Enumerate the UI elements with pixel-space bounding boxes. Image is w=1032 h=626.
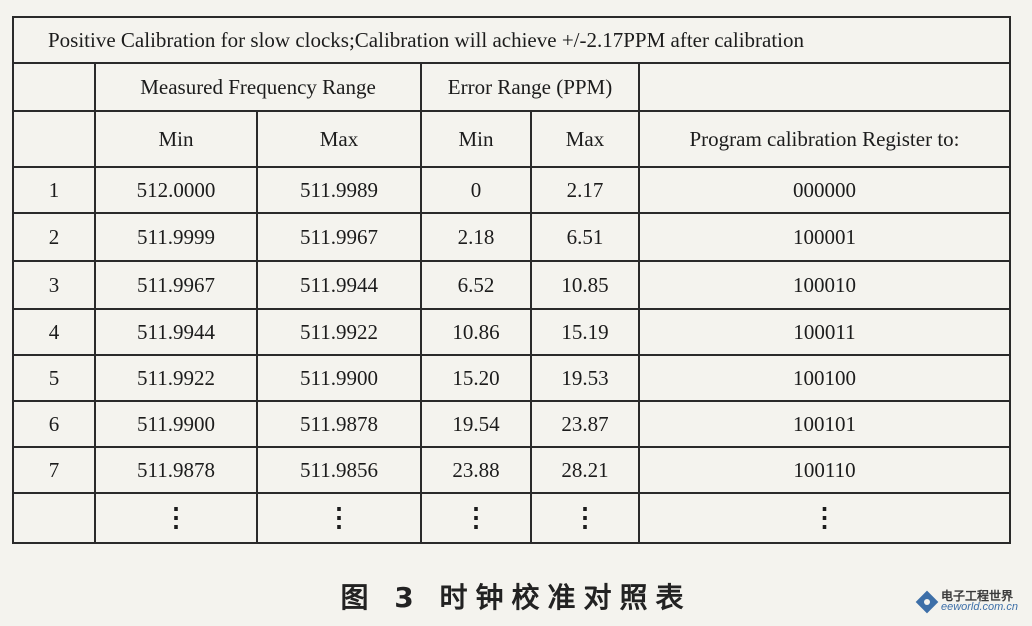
ellipsis-cell: ⋮ bbox=[530, 492, 640, 544]
row-index: 7 bbox=[12, 446, 96, 494]
table-row: 2 511.9999 511.9967 2.18 6.51 100001 bbox=[12, 212, 1011, 262]
meas-max-cell: 511.9878 bbox=[256, 400, 422, 448]
watermark-cn: 电子工程世界 bbox=[940, 589, 1013, 603]
group-header-row: Measured Frequency Range Error Range (PP… bbox=[12, 62, 1011, 112]
meas-min-header: Min bbox=[94, 110, 258, 168]
register-cell: 100001 bbox=[638, 212, 1011, 262]
table-row: 7 511.9878 511.9856 23.88 28.21 100110 bbox=[12, 446, 1011, 494]
row-index: 4 bbox=[12, 308, 96, 356]
meas-min-cell: 511.9878 bbox=[94, 446, 258, 494]
meas-max-cell: 511.9944 bbox=[256, 260, 422, 310]
ellipsis-row: ⋮ ⋮ ⋮ ⋮ ⋮ bbox=[12, 492, 1011, 544]
err-max-cell: 2.17 bbox=[530, 166, 640, 214]
error-range-header: Error Range (PPM) bbox=[420, 62, 640, 112]
row-index: 2 bbox=[12, 212, 96, 262]
meas-max-cell: 511.9922 bbox=[256, 308, 422, 356]
meas-max-header: Max bbox=[256, 110, 422, 168]
row-index: 3 bbox=[12, 260, 96, 310]
meas-min-cell: 511.9999 bbox=[94, 212, 258, 262]
table-row: 3 511.9967 511.9944 6.52 10.85 100010 bbox=[12, 260, 1011, 310]
figure-caption: 图 3 时钟校准对照表 bbox=[340, 581, 692, 614]
register-cell: 100011 bbox=[638, 308, 1011, 356]
table-row: 5 511.9922 511.9900 15.20 19.53 100100 bbox=[12, 354, 1011, 402]
ellipsis-cell: ⋮ bbox=[638, 492, 1011, 544]
meas-max-cell: 511.9989 bbox=[256, 166, 422, 214]
meas-min-cell: 511.9900 bbox=[94, 400, 258, 448]
err-max-cell: 19.53 bbox=[530, 354, 640, 402]
err-min-cell: 2.18 bbox=[420, 212, 532, 262]
calibration-table: Positive Calibration for slow clocks;Cal… bbox=[12, 16, 1011, 544]
ellipsis-cell: ⋮ bbox=[420, 492, 532, 544]
register-cell: 100010 bbox=[638, 260, 1011, 310]
row-index: 5 bbox=[12, 354, 96, 402]
table-row: 4 511.9944 511.9922 10.86 15.19 100011 bbox=[12, 308, 1011, 356]
err-min-header: Min bbox=[420, 110, 532, 168]
err-min-cell: 23.88 bbox=[420, 446, 532, 494]
meas-max-cell: 511.9856 bbox=[256, 446, 422, 494]
meas-max-cell: 511.9967 bbox=[256, 212, 422, 262]
watermark-en: eeworld.com.cn bbox=[940, 601, 1018, 613]
err-min-cell: 6.52 bbox=[420, 260, 532, 310]
table-title: Positive Calibration for slow clocks;Cal… bbox=[12, 16, 1011, 64]
err-max-cell: 23.87 bbox=[530, 400, 640, 448]
register-cell: 100100 bbox=[638, 354, 1011, 402]
err-min-cell: 0 bbox=[420, 166, 532, 214]
err-min-cell: 19.54 bbox=[420, 400, 532, 448]
sub-header-row: Min Max Min Max Program calibration Regi… bbox=[12, 110, 1011, 168]
meas-min-cell: 511.9944 bbox=[94, 308, 258, 356]
err-max-cell: 15.19 bbox=[530, 308, 640, 356]
empty-cell bbox=[12, 492, 96, 544]
err-max-cell: 6.51 bbox=[530, 212, 640, 262]
empty-header-cell bbox=[638, 62, 1011, 112]
table-row: 1 512.0000 511.9989 0 2.17 000000 bbox=[12, 166, 1011, 214]
watermark: 电子工程世界 eeworld.com.cn bbox=[917, 590, 1018, 613]
row-index: 1 bbox=[12, 166, 96, 214]
title-row: Positive Calibration for slow clocks;Cal… bbox=[12, 16, 1011, 64]
err-min-cell: 15.20 bbox=[420, 354, 532, 402]
meas-min-cell: 512.0000 bbox=[94, 166, 258, 214]
measured-frequency-header: Measured Frequency Range bbox=[94, 62, 422, 112]
ellipsis-cell: ⋮ bbox=[94, 492, 258, 544]
meas-min-cell: 511.9967 bbox=[94, 260, 258, 310]
ellipsis-cell: ⋮ bbox=[256, 492, 422, 544]
program-register-header: Program calibration Register to: bbox=[638, 110, 1011, 168]
err-max-cell: 10.85 bbox=[530, 260, 640, 310]
empty-header-cell bbox=[12, 110, 96, 168]
err-max-cell: 28.21 bbox=[530, 446, 640, 494]
register-cell: 000000 bbox=[638, 166, 1011, 214]
meas-min-cell: 511.9922 bbox=[94, 354, 258, 402]
err-min-cell: 10.86 bbox=[420, 308, 532, 356]
row-index: 6 bbox=[12, 400, 96, 448]
meas-max-cell: 511.9900 bbox=[256, 354, 422, 402]
eeworld-logo-icon bbox=[917, 592, 937, 612]
err-max-header: Max bbox=[530, 110, 640, 168]
register-cell: 100110 bbox=[638, 446, 1011, 494]
table-row: 6 511.9900 511.9878 19.54 23.87 100101 bbox=[12, 400, 1011, 448]
register-cell: 100101 bbox=[638, 400, 1011, 448]
empty-header-cell bbox=[12, 62, 96, 112]
watermark-text: 电子工程世界 eeworld.com.cn bbox=[941, 590, 1018, 613]
